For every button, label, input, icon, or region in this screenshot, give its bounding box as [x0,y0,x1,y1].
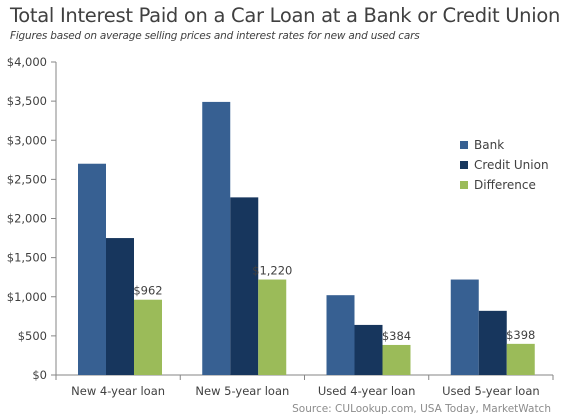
bar-credit-union [354,324,383,375]
bar-difference [258,279,287,375]
bar-difference [382,344,411,375]
bar-bank [78,163,106,375]
legend-label: Difference [474,178,536,192]
y-tick-label: $1,000 [7,290,47,304]
bar-bank [450,279,479,375]
source-note: Source: CULookup.com, USA Today, MarketW… [292,403,551,415]
bar-credit-union [106,238,134,375]
legend-label: Credit Union [474,158,549,172]
y-tick-label: $0 [32,368,47,382]
bar-bank [326,295,355,375]
bar-difference [506,343,535,375]
x-tick-label: Used 4-year loan [318,384,416,398]
data-label: $384 [382,329,411,343]
data-label: $1,220 [252,264,292,278]
bar-credit-union [230,197,259,375]
bar-credit-union [478,310,507,375]
y-tick-label: $4,000 [7,55,47,69]
y-tick-label: $2,000 [7,212,47,226]
y-tick-label: $1,500 [7,251,47,265]
y-tick-label: $2,500 [7,172,47,186]
legend-swatch [460,161,468,169]
data-label: $398 [506,328,535,342]
x-tick-label: Used 5-year loan [442,384,540,398]
y-tick-label: $3,000 [7,133,47,147]
legend-swatch [460,181,468,189]
legend-swatch [460,141,468,149]
bar-difference [134,299,162,375]
bar-bank [202,101,231,375]
y-tick-label: $500 [18,329,47,343]
y-tick-label: $3,500 [7,94,47,108]
chart-title: Total Interest Paid on a Car Loan at a B… [10,4,561,27]
chart-subtitle: Figures based on average selling prices … [10,30,420,42]
legend-label: Bank [474,138,504,152]
data-label: $962 [133,284,162,298]
x-tick-label: New 4-year loan [71,384,165,398]
x-tick-label: New 5-year loan [195,384,289,398]
